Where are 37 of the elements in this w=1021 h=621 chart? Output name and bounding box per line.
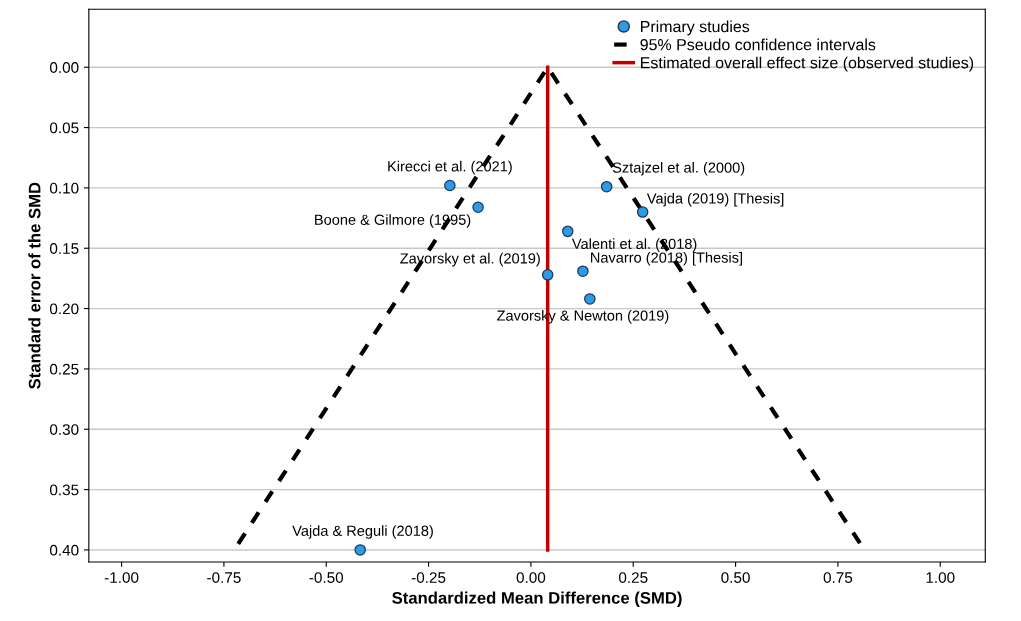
x-tick-label: 0.00 (516, 572, 546, 583)
point (354, 544, 366, 556)
y-axis-title: Standard error of the SMD (28, 182, 41, 389)
point (561, 225, 574, 238)
point (584, 293, 596, 305)
y-tick-label: 0.00 (49, 62, 79, 73)
y-tick-label: 0.05 (49, 122, 79, 134)
y-tick-label: 0.15 (49, 243, 79, 254)
point (472, 201, 484, 213)
annotation: Sztajzel et al. (2000) (612, 162, 745, 176)
legend-label: Estimated overall effect size (observed studies) (641, 56, 974, 72)
x-tick-label: -1.00 (104, 572, 139, 583)
y-tick-label: 0.30 (49, 424, 79, 435)
y-tick-label: 0.20 (49, 303, 79, 315)
point (444, 179, 456, 192)
x-tick-label: -0.75 (207, 572, 241, 583)
x-tick-label: 1.00 (926, 572, 955, 583)
y-tick-label: 0.25 (49, 363, 79, 375)
point (600, 180, 613, 193)
x-axis-title: Standardized Mean Difference (SMD) (392, 591, 682, 608)
legend-label: 95% Pseudo confidence intervals (640, 38, 876, 51)
point (636, 206, 649, 218)
x-tick-label: -0.50 (309, 572, 344, 583)
legend-label: Primary studies (641, 20, 750, 36)
y-tick-label: 0.35 (49, 484, 79, 496)
point (541, 269, 554, 281)
annotation: Zavorsky et al. (2019) (400, 252, 540, 267)
point (577, 265, 589, 277)
y-tick-label: 0.40 (49, 544, 79, 556)
x-tick-label: -0.25 (411, 572, 446, 583)
x-tick-label: 0.75 (823, 572, 853, 583)
annotation: Navarro (2018) [Thesis] (591, 252, 742, 266)
x-tick-label: 0.25 (618, 572, 648, 583)
y-tick-label: 0.10 (49, 182, 79, 194)
x-tick-label: 0.50 (721, 572, 750, 583)
annotation: Vajda & Reguli (2018) (292, 525, 433, 539)
annotation: Vajda (2019) [Thesis] (646, 192, 784, 207)
